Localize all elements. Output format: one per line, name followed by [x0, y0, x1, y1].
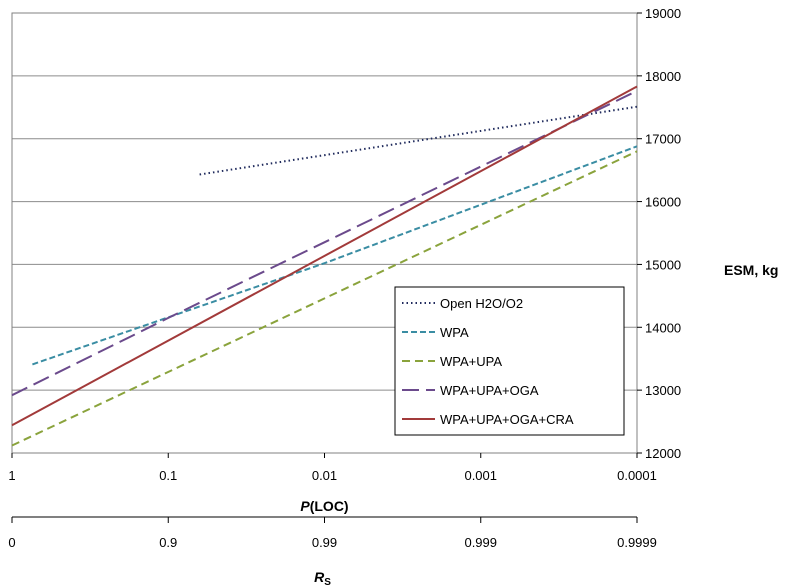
y-tick-label: 19000	[645, 6, 681, 21]
y-axis: 12000 13000 14000 15000 16000 17000 18000 19000	[637, 6, 681, 461]
series-line-2	[32, 145, 638, 366]
secondary-x-axis-title: RS	[314, 569, 331, 586]
y-axis-title: ESM, kg	[724, 262, 778, 278]
secondary-x-tick-label: 0.99	[312, 535, 337, 550]
y-tick-label: 15000	[645, 257, 681, 272]
legend-label: Open H2O/O2	[440, 296, 523, 311]
secondary-x-tick-label: 0.9	[159, 535, 177, 550]
x-axis: 1 0.1 0.01 0.001 0.0001	[8, 453, 657, 483]
y-tick-label: 12000	[645, 446, 681, 461]
y-tick-label: 18000	[645, 69, 681, 84]
series-line-3	[11, 150, 638, 447]
secondary-x-tick-label: 0.999	[464, 535, 497, 550]
y-tick-label: 16000	[645, 195, 681, 210]
y-tick-label: 14000	[645, 320, 681, 335]
x-tick-label: 1	[8, 468, 15, 483]
x-axis-title: P(LOC)	[300, 498, 348, 514]
series-line-4	[11, 90, 638, 397]
x-tick-label: 0.0001	[617, 468, 657, 483]
legend-label: WPA+UPA+OGA	[440, 383, 539, 398]
x-axis-title-italic: P	[300, 498, 310, 514]
legend-label: WPA+UPA+OGA+CRA	[440, 412, 574, 427]
legend-label: WPA	[440, 325, 469, 340]
y-tick-label: 13000	[645, 383, 681, 398]
series-layer	[11, 85, 638, 447]
legend-label: WPA+UPA	[440, 354, 502, 369]
secondary-x-axis-title-main: R	[314, 569, 325, 585]
grid-lines	[12, 12, 637, 454]
secondary-x-axis-title-subscript: S	[324, 577, 331, 586]
x-tick-label: 0.01	[312, 468, 337, 483]
x-axis-title-rest: (LOC)	[310, 498, 349, 514]
secondary-x-axis: 0 0.9 0.99 0.999 0.9999	[8, 516, 657, 550]
y-tick-label: 17000	[645, 132, 681, 147]
legend: Open H2O/O2 WPA WPA+UPA WPA+UPA+OGA WPA+UPA+…	[394, 286, 625, 436]
series-line-1	[199, 105, 638, 176]
x-tick-label: 0.1	[159, 468, 177, 483]
series-line-5	[11, 85, 638, 427]
x-tick-label: 0.001	[464, 468, 497, 483]
secondary-x-tick-label: 0	[8, 535, 15, 550]
secondary-x-tick-label: 0.9999	[617, 535, 657, 550]
